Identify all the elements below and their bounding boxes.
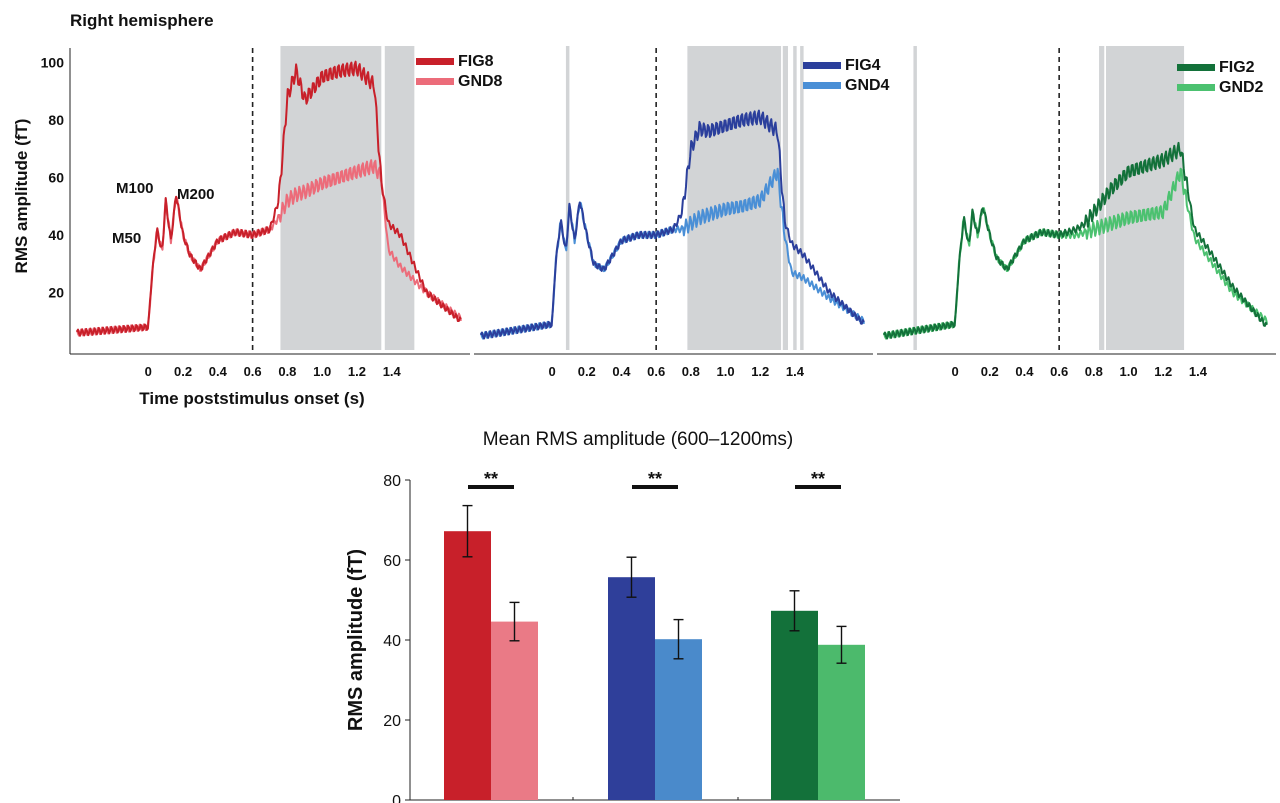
significance-shading: [384, 46, 415, 350]
significance-shading: [800, 46, 804, 350]
series-line: [882, 141, 1268, 340]
x-tick-label: 0.2: [981, 364, 999, 379]
top-y-axis-label: RMS amplitude (fT): [12, 119, 31, 274]
x-tick-label: 1.0: [1120, 364, 1138, 379]
y-tick-label: 20: [48, 284, 64, 300]
time-course-panel-fig4-gnd4: 0 0.2 0.4 0.6 0.8 1.0 1.2 1.4 FIG4 GND4: [474, 46, 890, 379]
x-tick-label: 0: [548, 364, 555, 379]
x-tick-label: 0.6: [244, 364, 262, 379]
legend-swatch: [416, 78, 454, 85]
series-line: [882, 167, 1268, 340]
series-line: [479, 167, 865, 340]
significance-shading: [793, 46, 797, 350]
significance-shading: [913, 46, 917, 350]
hemisphere-label: Right hemisphere: [70, 11, 214, 30]
legend-swatch: [803, 62, 841, 69]
legend-swatch: [1177, 84, 1215, 91]
significance-shading: [565, 46, 570, 350]
legend-swatch: [803, 82, 841, 89]
significance-marker: **: [648, 469, 662, 489]
y-tick-label: 80: [48, 112, 64, 128]
x-tick-label: 1.2: [751, 364, 769, 379]
bar: [771, 610, 818, 800]
bar-y-tick-label: 80: [383, 473, 401, 490]
x-tick-label: 1.2: [348, 364, 366, 379]
x-tick-label: 0.4: [612, 364, 631, 379]
x-tick-label: 0.6: [1050, 364, 1068, 379]
x-tick-label: 1.2: [1154, 364, 1172, 379]
x-tick-label: 1.0: [313, 364, 331, 379]
bar: [608, 577, 655, 800]
y-tick-label: 40: [48, 227, 64, 243]
legend-label: FIG4: [845, 57, 881, 74]
x-tick-label: 0.4: [1015, 364, 1034, 379]
legend-label: FIG2: [1219, 59, 1255, 76]
legend-label: GND2: [1219, 79, 1264, 96]
x-tick-label: 0.2: [578, 364, 596, 379]
legend-label: GND8: [458, 73, 503, 90]
bar-y-tick-label: 0: [392, 793, 401, 803]
legend-swatch: [416, 58, 454, 65]
x-tick-label: 0.4: [209, 364, 228, 379]
bar-chart: 0 20 40 60 80 ** ** **: [383, 469, 900, 803]
legend-swatch: [1177, 64, 1215, 71]
significance-marker: **: [484, 469, 498, 489]
time-course-panel-fig2-gnd2: 0 0.2 0.4 0.6 0.8 1.0 1.2 1.4 FIG2 GND2: [877, 46, 1276, 379]
x-tick-label: 0: [951, 364, 958, 379]
bar: [818, 644, 865, 800]
x-tick-label: 1.4: [383, 364, 402, 379]
bar-y-tick-label: 60: [383, 553, 401, 570]
significance-marker: **: [811, 469, 825, 489]
peak-label-m100: M100: [116, 180, 154, 197]
bar-y-tick-label: 40: [383, 633, 401, 650]
peak-label-m200: M200: [177, 186, 215, 203]
significance-shading: [280, 46, 382, 350]
y-tick-label: 60: [48, 169, 64, 185]
bar-chart-title: Mean RMS amplitude (600–1200ms): [483, 429, 794, 450]
bar: [655, 639, 702, 800]
series-line: [479, 109, 865, 340]
series-line: [76, 60, 462, 337]
x-tick-label: 1.4: [1189, 364, 1208, 379]
x-tick-label: 0: [145, 364, 152, 379]
y-tick-label: 100: [41, 54, 65, 70]
legend-label: GND4: [845, 77, 890, 94]
peak-label-m50: M50: [112, 230, 141, 247]
bar-chart-y-axis-label: RMS amplitude (fT): [345, 549, 367, 731]
bar: [491, 621, 538, 800]
x-tick-label: 0.8: [682, 364, 700, 379]
x-tick-label: 1.0: [717, 364, 735, 379]
bar-y-tick-label: 20: [383, 713, 401, 730]
significance-shading: [687, 46, 782, 350]
bar: [444, 531, 491, 800]
x-tick-label: 0.6: [647, 364, 665, 379]
top-x-axis-label: Time poststimulus onset (s): [139, 389, 364, 408]
legend-label: FIG8: [458, 53, 494, 70]
x-tick-label: 0.8: [1085, 364, 1103, 379]
x-tick-label: 1.4: [786, 364, 805, 379]
time-course-panel-fig8-gnd8: 0 0.2 0.4 0.6 0.8 1.0 1.2 1.4 20 40 60 80 100 FIG8 GND…: [41, 46, 503, 379]
x-tick-label: 0.2: [174, 364, 192, 379]
x-tick-label: 0.8: [278, 364, 296, 379]
significance-shading: [782, 46, 788, 350]
